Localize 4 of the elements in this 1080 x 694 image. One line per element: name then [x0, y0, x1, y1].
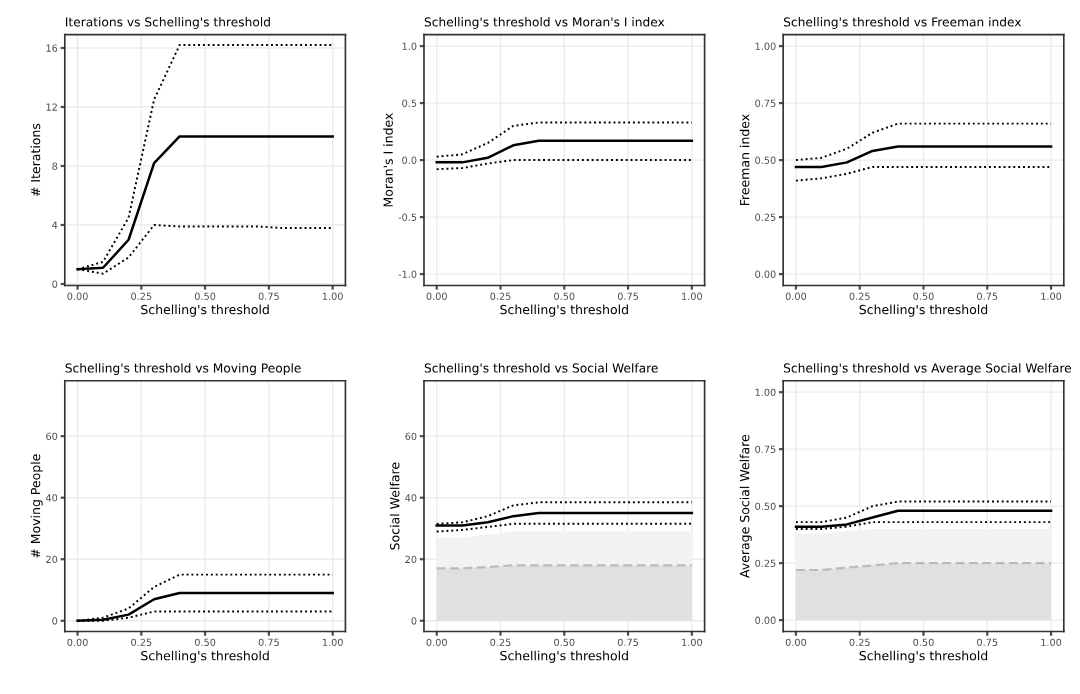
line-series — [435, 121, 693, 158]
line-series — [794, 165, 1053, 182]
line-series — [794, 145, 1053, 169]
line-series — [794, 122, 1053, 162]
